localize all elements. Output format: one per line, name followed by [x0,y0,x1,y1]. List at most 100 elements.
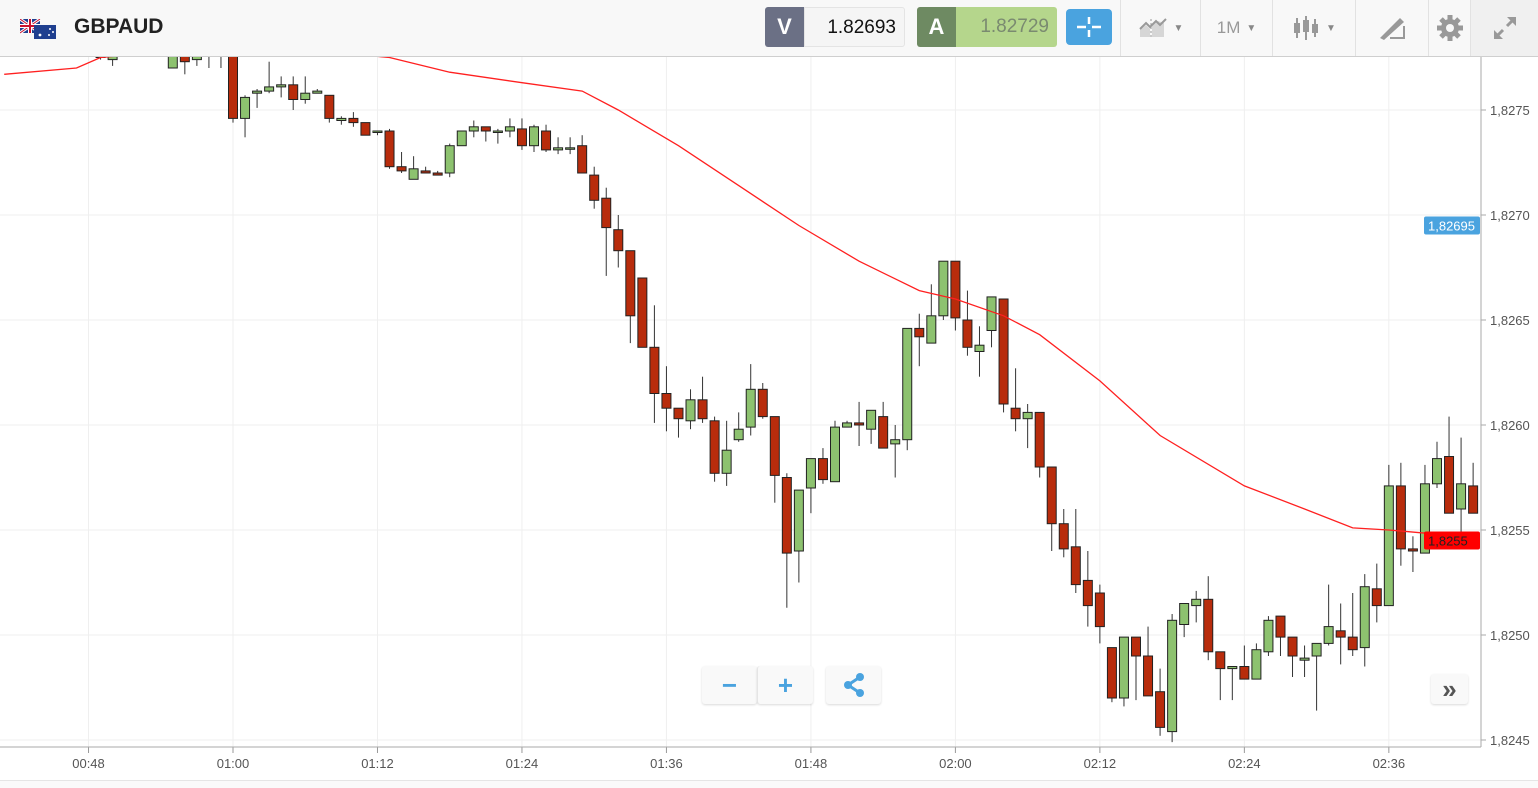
candle[interactable] [625,250,636,344]
candle[interactable] [805,458,816,514]
candle[interactable] [1094,584,1105,644]
candle[interactable] [613,215,624,268]
zoom-in-button[interactable]: + [757,666,813,704]
candle[interactable] [1203,576,1214,661]
candle[interactable] [384,128,395,169]
candle[interactable] [878,401,889,449]
candle[interactable] [1444,416,1455,514]
candle[interactable] [541,124,552,152]
candle[interactable] [432,170,443,176]
candle[interactable] [866,409,877,444]
candle[interactable] [1371,563,1382,623]
candle[interactable] [300,76,311,104]
candle[interactable] [529,124,539,152]
candle[interactable] [685,389,696,430]
candle[interactable] [252,89,263,108]
sell-button[interactable]: V [765,7,804,47]
candle[interactable] [360,122,371,136]
candle[interactable] [661,366,672,432]
candle[interactable] [1239,645,1250,680]
candle[interactable] [312,89,323,94]
candle[interactable] [817,448,828,484]
candle[interactable] [890,425,901,478]
drawing-tools-button[interactable] [1355,0,1428,56]
candle[interactable] [107,49,118,66]
candle[interactable] [1275,615,1286,656]
candle[interactable] [1046,466,1057,551]
candle[interactable] [1034,411,1045,478]
candle[interactable] [1010,368,1021,432]
candle[interactable] [842,420,853,428]
candle[interactable] [830,420,840,483]
candle[interactable] [637,277,648,348]
candle[interactable] [697,376,708,423]
buy-price[interactable]: 1.82729 [956,7,1057,47]
candle[interactable] [492,128,503,144]
candle[interactable] [1070,509,1081,593]
candle[interactable] [733,412,744,442]
candle[interactable] [1118,636,1129,707]
candle[interactable] [974,326,985,377]
candle[interactable] [914,313,925,367]
candle[interactable] [468,120,479,138]
candle[interactable] [1323,584,1334,646]
candle[interactable] [854,401,865,446]
candle[interactable] [179,49,190,75]
candle[interactable] [1407,536,1418,572]
navigator-strip[interactable] [0,780,1538,788]
candle[interactable] [348,112,359,127]
candle[interactable] [902,327,913,451]
scroll-right-button[interactable]: » [1431,674,1468,704]
candle[interactable] [480,126,491,142]
candle[interactable] [1456,437,1467,541]
candle[interactable] [264,61,275,94]
candle[interactable] [420,166,431,174]
candle[interactable] [769,416,780,503]
chart-type-button[interactable]: ▼ [1272,0,1355,56]
candle[interactable] [709,416,720,482]
candle[interactable] [601,187,612,276]
candle[interactable] [1395,462,1406,566]
candle[interactable] [336,116,347,125]
candle[interactable] [1167,614,1178,743]
candle[interactable] [721,420,732,486]
candle[interactable] [793,489,804,583]
candle[interactable] [408,156,419,180]
candle[interactable] [1131,636,1141,701]
candle[interactable] [1106,647,1117,703]
candle[interactable] [649,305,660,423]
candle[interactable] [1022,404,1033,449]
fullscreen-button[interactable] [1470,0,1538,56]
candle[interactable] [565,137,576,155]
candle[interactable] [1215,651,1226,701]
candle[interactable] [444,143,455,178]
candle[interactable] [228,47,238,123]
candle[interactable] [757,383,768,419]
candle[interactable] [553,137,564,155]
candle[interactable] [950,260,961,331]
zoom-out-button[interactable]: − [702,666,757,704]
candle[interactable] [926,284,937,344]
sell-price[interactable]: 1.82693 [804,7,905,47]
candle[interactable] [577,135,588,174]
candle[interactable] [1179,603,1190,638]
candle[interactable] [1287,636,1298,677]
candle[interactable] [504,118,515,138]
candle[interactable] [1263,616,1274,656]
candle[interactable] [204,41,213,68]
candle[interactable] [167,47,178,69]
candle[interactable] [1347,593,1358,656]
candle[interactable] [1432,441,1442,488]
candle[interactable] [1082,551,1093,627]
candle[interactable] [781,473,792,608]
candle[interactable] [1299,645,1310,678]
settings-button[interactable] [1428,0,1470,56]
candle[interactable] [745,364,756,436]
candle[interactable] [1155,668,1166,736]
candle[interactable] [396,152,407,173]
buy-button[interactable]: A [917,7,956,47]
candle[interactable] [216,39,225,68]
candle[interactable] [998,298,1009,413]
candle[interactable] [1058,509,1069,558]
candle[interactable] [191,49,202,66]
